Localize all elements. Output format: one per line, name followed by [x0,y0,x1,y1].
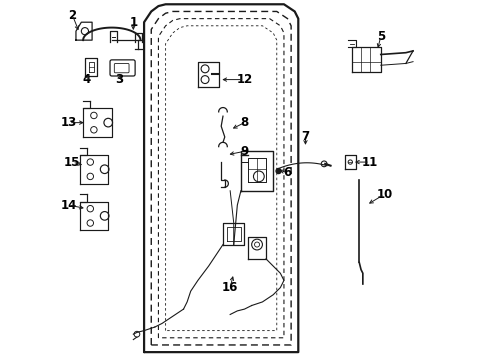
Text: 1: 1 [129,16,137,29]
Text: 4: 4 [82,73,91,86]
Text: 5: 5 [376,30,384,43]
Text: 3: 3 [115,73,123,86]
Text: 2: 2 [68,9,76,22]
Text: 6: 6 [283,166,291,179]
Text: 15: 15 [64,156,81,168]
Text: 13: 13 [61,116,77,129]
Text: 14: 14 [61,199,77,212]
Text: 9: 9 [240,145,248,158]
Text: 8: 8 [240,116,248,129]
Text: 11: 11 [361,156,377,168]
Text: 12: 12 [236,73,252,86]
Text: 16: 16 [222,281,238,294]
Text: 10: 10 [375,188,392,201]
Circle shape [276,168,281,174]
Text: 7: 7 [301,130,309,144]
